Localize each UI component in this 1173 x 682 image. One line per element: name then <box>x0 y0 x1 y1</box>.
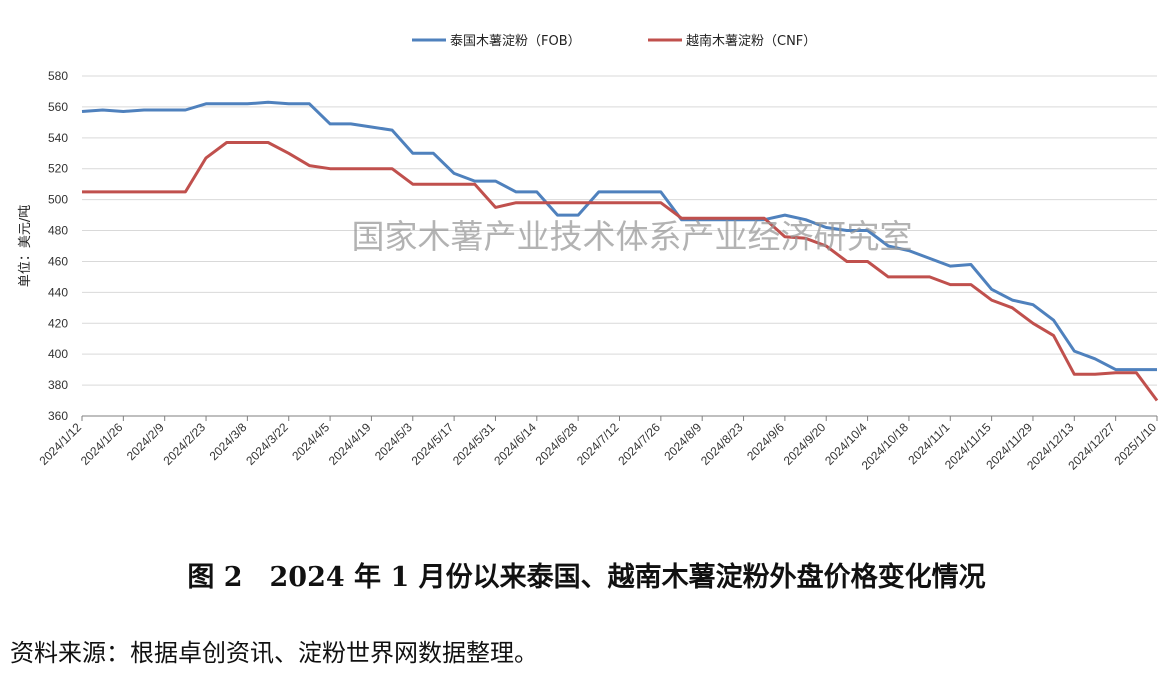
series-lines <box>81 100 1159 402</box>
legend-label-thailand: 泰国木薯淀粉（FOB） <box>450 34 581 49</box>
y-tick-labels: 360 380 400 420 440 460 480 500 520 540 560 580 <box>48 69 68 423</box>
y-tick-label: 580 <box>48 69 68 83</box>
y-tick-label: 480 <box>48 224 68 238</box>
x-tick-label: 2024/4/19 <box>326 420 374 468</box>
y-tick-label: 420 <box>48 316 68 330</box>
y-tick-label: 540 <box>48 131 68 145</box>
x-tick-label: 2024/3/22 <box>243 420 291 468</box>
gridlines <box>82 75 1157 386</box>
legend: 泰国木薯淀粉（FOB） 越南木薯淀粉（CNF） <box>412 33 816 49</box>
y-tick-label: 380 <box>48 378 68 392</box>
y-tick-label: 360 <box>48 409 68 423</box>
x-tick-label: 2024/9/20 <box>781 420 829 468</box>
series-line-thailand <box>81 100 1157 372</box>
x-tick-label: 2025/1/10 <box>1111 420 1159 468</box>
x-tick-label: 2024/6/28 <box>533 420 581 468</box>
legend-label-vietnam: 越南木薯淀粉（CNF） <box>686 33 816 49</box>
x-tick-label: 2024/1/26 <box>78 420 126 468</box>
y-tick-label: 560 <box>48 100 68 114</box>
x-tick-label: 2024/8/23 <box>698 420 746 468</box>
y-tick-label: 520 <box>48 162 68 176</box>
source-note: 资料来源：根据卓创资讯、淀粉世界网数据整理。 <box>10 639 538 667</box>
y-tick-label: 500 <box>48 193 68 207</box>
series-line-vietnam <box>82 141 1159 402</box>
y-tick-label: 440 <box>48 285 68 299</box>
x-tick-label: 2024/7/12 <box>574 420 622 468</box>
x-tick-label: 2024/5/17 <box>409 420 457 468</box>
axes <box>81 415 1158 421</box>
figure-caption: 图 2 2024 年 1 月份以来泰国、越南木薯淀粉外盘价格变化情况 <box>187 562 986 593</box>
line-chart: 360 380 400 420 440 460 480 500 520 540 560 580 202… <box>18 33 1159 473</box>
x-tick-label: 2024/2/23 <box>161 420 209 468</box>
y-axis-label: 单位：美元/吨 <box>18 205 33 287</box>
x-tick-label: 2024/1/12 <box>36 420 84 468</box>
y-tick-label: 400 <box>48 347 68 361</box>
x-tick-label: 2024/6/14 <box>491 420 539 468</box>
x-tick-label: 2024/7/26 <box>615 420 663 468</box>
y-tick-label: 460 <box>48 254 68 268</box>
x-tick-label: 2024/5/31 <box>450 420 498 468</box>
watermark: 国家木薯产业技术体系产业经济研究室 <box>352 217 913 256</box>
x-tick-labels: 2024/1/122024/1/262024/2/92024/2/232024/… <box>36 420 1159 473</box>
